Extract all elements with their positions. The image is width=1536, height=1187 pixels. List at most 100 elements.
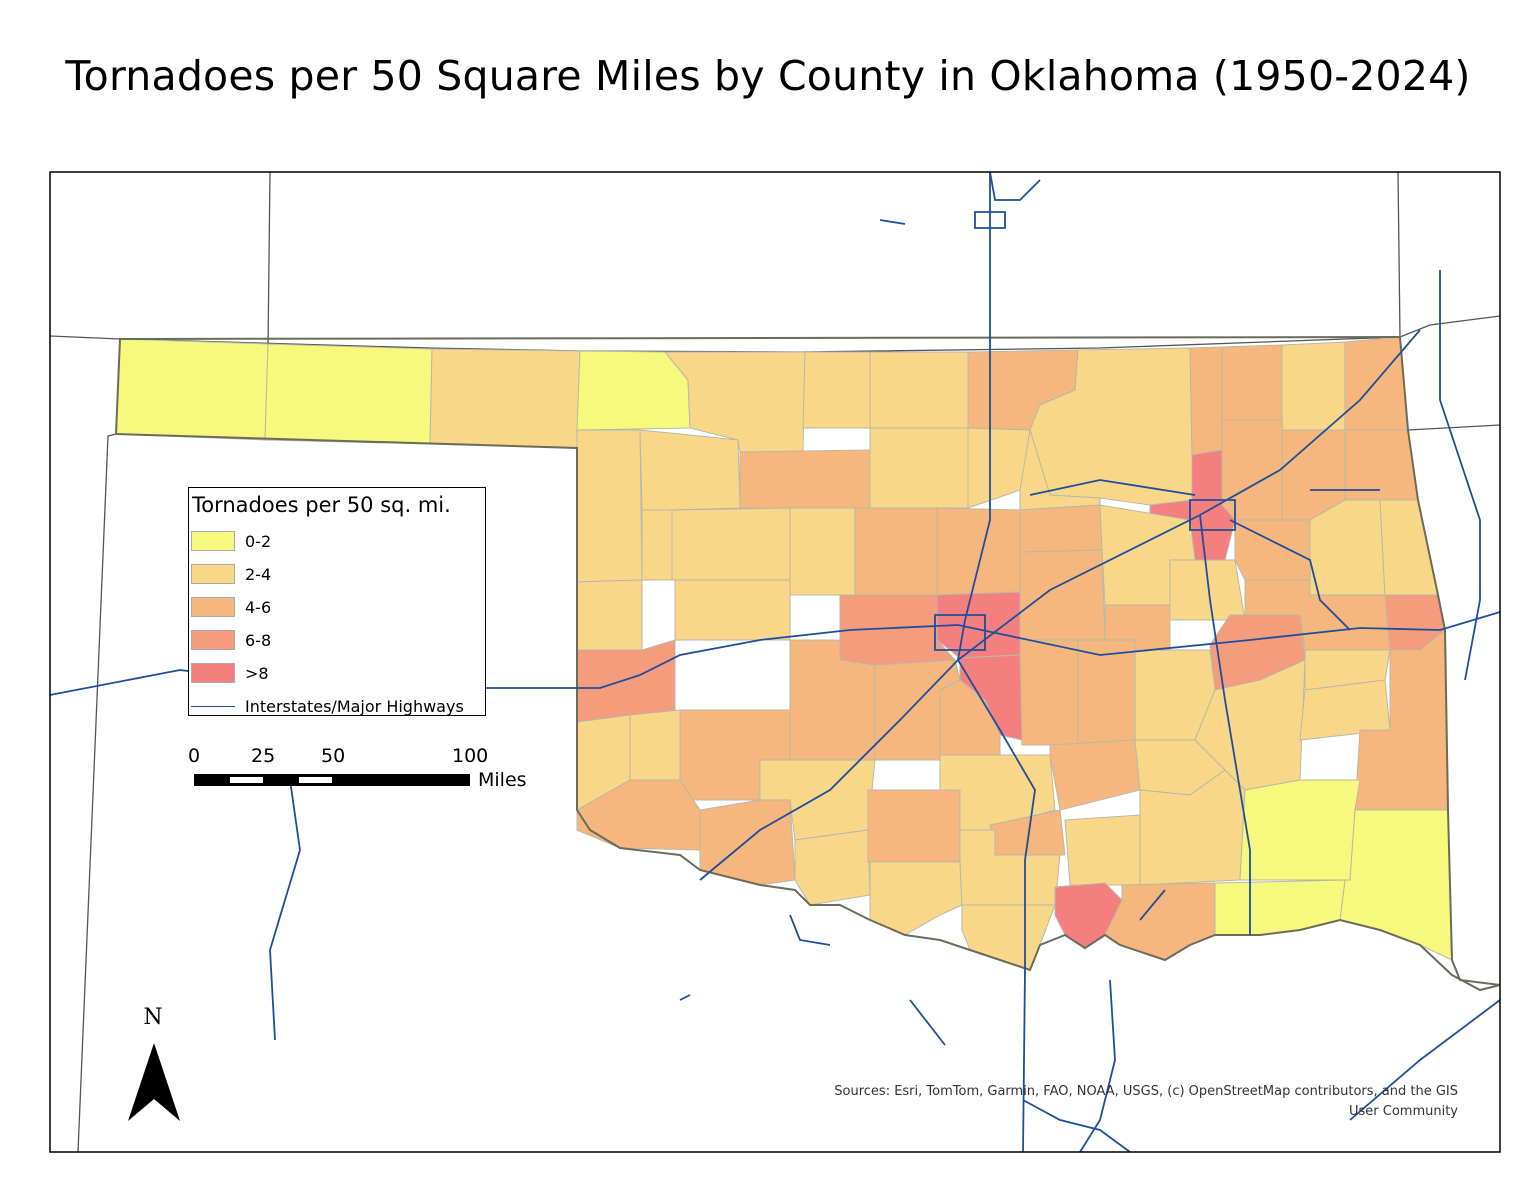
county-harper [576, 350, 691, 431]
highway-sw-segment [679, 994, 691, 1001]
county-roger-mills [576, 579, 643, 651]
sources-attribution: Sources: Esri, TomTom, Garmin, FAO, NOAA… [790, 1082, 1458, 1122]
scale-units: Miles [478, 769, 527, 791]
county-love [961, 904, 1056, 971]
highways [49, 171, 1501, 1153]
map-border [49, 171, 1501, 1153]
legend-label: Interstates/Major Highways [245, 697, 464, 716]
highway-us75 [1199, 514, 1251, 935]
highway-ark [1439, 270, 1481, 681]
county-bryan [1104, 882, 1216, 961]
north-label: N [143, 1005, 163, 1030]
highway-tulsa-loop [1189, 499, 1236, 531]
highway-west-tx [269, 779, 301, 1041]
county-jefferson [869, 861, 963, 936]
highway-i35 [957, 172, 1036, 1153]
legend-highway-line [191, 706, 235, 707]
scale-tick-label: 0 [188, 745, 201, 767]
county-ottawa [1344, 336, 1409, 431]
county-logan [936, 507, 1021, 596]
highway-us412 [1029, 479, 1196, 496]
county-mccurtain [1339, 809, 1453, 961]
highway-tx-south [1079, 979, 1116, 1153]
county-payne [1019, 504, 1103, 553]
highway-s-segment-3 [1139, 889, 1166, 921]
north-arrow: N [122, 1005, 184, 1125]
legend-label: 0-2 [245, 532, 272, 551]
highway-east [1229, 519, 1351, 631]
county-rogers [1221, 419, 1286, 521]
highway-se-tx [1349, 999, 1501, 1121]
county-major [739, 449, 871, 511]
highway-s-segment-2 [909, 999, 946, 1046]
county-choctaw [1214, 879, 1346, 936]
highway-kansas-2 [879, 219, 906, 225]
county-okmulgee [1169, 559, 1246, 621]
scale-bar: 0 25 50 100 Miles [188, 745, 550, 795]
legend-item-4-6: 4-6 [189, 597, 485, 619]
county-ellis [576, 429, 643, 583]
county-washington [1189, 346, 1223, 456]
legend-swatch [191, 564, 235, 584]
sources-line-1: Sources: Esri, TomTom, Garmin, FAO, NOAA… [834, 1084, 1458, 1099]
scale-tick-label: 100 [452, 745, 489, 767]
legend-swatch [191, 663, 235, 683]
sources-line-2: User Community [1348, 1104, 1458, 1119]
county-beckham [576, 639, 676, 723]
county-texas [264, 343, 433, 445]
county-washita [674, 579, 791, 641]
legend-item-2-4: 2-4 [189, 564, 485, 586]
legend-swatch [191, 597, 235, 617]
legend-label: 6-8 [245, 631, 272, 650]
county-blaine [789, 507, 856, 596]
north-arrow-icon [128, 1043, 180, 1121]
highway-i35-north-loop [974, 211, 1006, 229]
county-craig [1281, 341, 1346, 431]
county-stephens [867, 789, 961, 863]
county-tillman [699, 799, 796, 886]
map-title: Tornadoes per 50 Square Miles by County … [65, 52, 1471, 100]
county-johnston [1064, 814, 1141, 886]
legend-item-highways: Interstates/Major Highways [189, 696, 485, 718]
county-beaver [429, 348, 581, 449]
legend-item-gt8: >8 [189, 663, 485, 685]
legend-swatch [191, 531, 235, 551]
county-pushmataha [1239, 779, 1361, 881]
legend-label: 2-4 [245, 565, 272, 584]
county-carter [959, 829, 1061, 906]
scale-tick-label: 50 [321, 745, 346, 767]
legend-label: >8 [245, 664, 269, 683]
scale-tick-label: 25 [251, 745, 276, 767]
county-adair [1379, 499, 1439, 596]
legend: Tornadoes per 50 sq. mi. 0-2 2-4 4-6 6-8… [188, 487, 486, 716]
legend-swatch [191, 630, 235, 650]
county-custer [671, 507, 791, 581]
legend-label: 4-6 [245, 598, 272, 617]
county-greer [629, 709, 681, 781]
county-pontotoc [1049, 739, 1141, 811]
county-woodward [639, 429, 741, 511]
county-nowata [1221, 344, 1283, 421]
county-kingfisher [854, 507, 938, 596]
county-cotton [794, 829, 871, 906]
highway-s-segment [789, 914, 831, 946]
highway-tx-south-2 [1022, 1099, 1131, 1153]
highway-i44 [699, 329, 1421, 881]
county-seminole [1077, 639, 1136, 746]
highway-okc-loop [934, 614, 986, 651]
legend-item-0-2: 0-2 [189, 531, 485, 553]
legend-item-6-8: 6-8 [189, 630, 485, 652]
county-garfield [869, 427, 969, 509]
oklahoma-counties [115, 336, 1453, 971]
county-cherokee [1309, 499, 1386, 596]
county-alfalfa [802, 351, 871, 429]
county-cimarron [115, 338, 269, 441]
county-pottawatomie [1019, 639, 1079, 746]
county-dewey [641, 509, 673, 581]
highway-kansas-north [989, 171, 1041, 201]
legend-title: Tornadoes per 50 sq. mi. [192, 493, 451, 517]
county-lincoln [1019, 549, 1106, 641]
scale-bar-graphic [194, 774, 470, 786]
county-grant [869, 351, 969, 429]
